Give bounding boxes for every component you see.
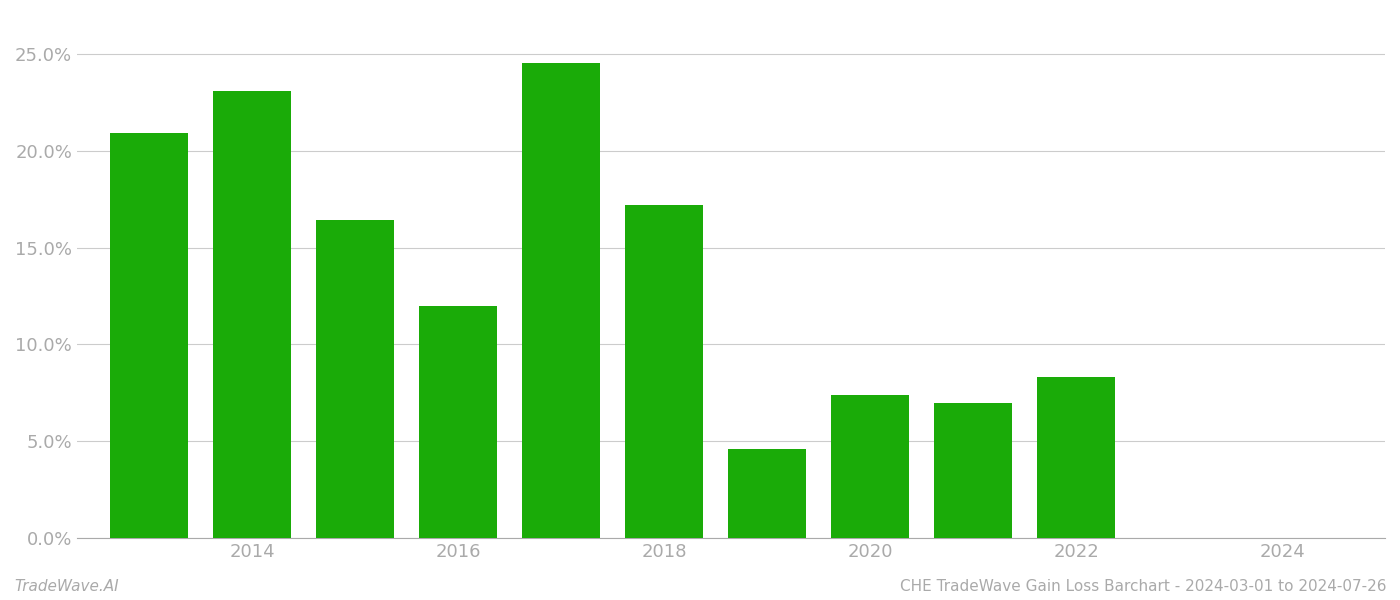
Bar bbox=[316, 220, 393, 538]
Text: CHE TradeWave Gain Loss Barchart - 2024-03-01 to 2024-07-26: CHE TradeWave Gain Loss Barchart - 2024-… bbox=[899, 579, 1386, 594]
Text: TradeWave.AI: TradeWave.AI bbox=[14, 579, 119, 594]
Bar bbox=[626, 205, 703, 538]
Bar bbox=[728, 449, 805, 538]
Bar bbox=[420, 305, 497, 538]
Bar bbox=[934, 403, 1012, 538]
Bar bbox=[522, 64, 599, 538]
Bar bbox=[832, 395, 909, 538]
Bar bbox=[1037, 377, 1114, 538]
Bar bbox=[111, 133, 188, 538]
Bar bbox=[213, 91, 291, 538]
